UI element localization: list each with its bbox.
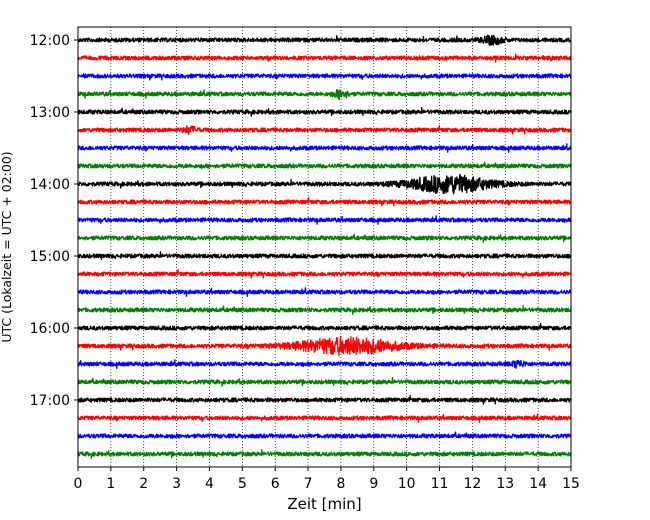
- trace-1330: [77, 143, 572, 154]
- trace-1515: [77, 268, 572, 279]
- trace-1445: [77, 233, 572, 243]
- x-tick-label: 13: [496, 476, 514, 492]
- x-tick-label: 12: [463, 476, 481, 492]
- x-tick-label: 11: [431, 476, 449, 492]
- trace-1530: [77, 287, 572, 298]
- trace-1415: [77, 196, 572, 207]
- trace-1700: [77, 394, 572, 405]
- trace-1615: [77, 336, 572, 357]
- x-axis: 0 1 2 3 4 5 6 7 8 9 10 11 12 13 14 15: [74, 467, 580, 492]
- y-axis: 12:00 13:00 14:00 15:00 16:00 17:00: [30, 33, 78, 409]
- trace-1645: [77, 377, 572, 387]
- x-tick-label: 5: [238, 476, 247, 492]
- trace-1730: [77, 431, 572, 440]
- y-tick-label: 17:00: [30, 393, 70, 409]
- trace-1715: [77, 413, 572, 424]
- trace-1745: [77, 449, 572, 459]
- trace-1245: [77, 89, 572, 101]
- trace-1600: [77, 322, 572, 331]
- x-tick-label: 2: [139, 476, 148, 492]
- trace-1200: [77, 34, 572, 46]
- trace-1545: [77, 305, 572, 315]
- plot-frame: [77, 26, 572, 468]
- trace-1300: [77, 107, 572, 117]
- trace-1230: [77, 73, 572, 81]
- y-tick-label: 14:00: [30, 177, 70, 193]
- x-tick-label: 4: [205, 476, 214, 492]
- trace-1500: [77, 251, 572, 260]
- trace-1315: [77, 124, 572, 135]
- y-tick-label: 12:00: [30, 33, 70, 49]
- x-tick-label: 0: [74, 476, 83, 492]
- y-tick-label: 16:00: [30, 321, 70, 337]
- trace-1630: [77, 359, 572, 370]
- x-tick-label: 15: [562, 476, 580, 492]
- grid-layer: [110, 27, 539, 467]
- x-tick-label: 3: [172, 476, 181, 492]
- trace-layer: [77, 34, 572, 459]
- x-tick-label: 14: [529, 476, 547, 492]
- y-tick-label: 15:00: [30, 249, 70, 265]
- trace-1345: [77, 161, 572, 170]
- x-tick-label: 6: [271, 476, 280, 492]
- trace-1430: [77, 215, 572, 226]
- trace-1400: [77, 173, 572, 195]
- x-tick-label: 9: [369, 476, 378, 492]
- x-tick-label: 8: [336, 476, 345, 492]
- trace-1215: [77, 53, 572, 63]
- x-tick-label: 1: [106, 476, 115, 492]
- x-tick-label: 10: [398, 476, 416, 492]
- x-tick-label: 7: [304, 476, 313, 492]
- y-tick-label: 13:00: [30, 105, 70, 121]
- y-axis-label: UTC (Lokalzeit = UTC + 02:00): [0, 151, 14, 342]
- x-axis-label: Zeit [min]: [287, 495, 361, 513]
